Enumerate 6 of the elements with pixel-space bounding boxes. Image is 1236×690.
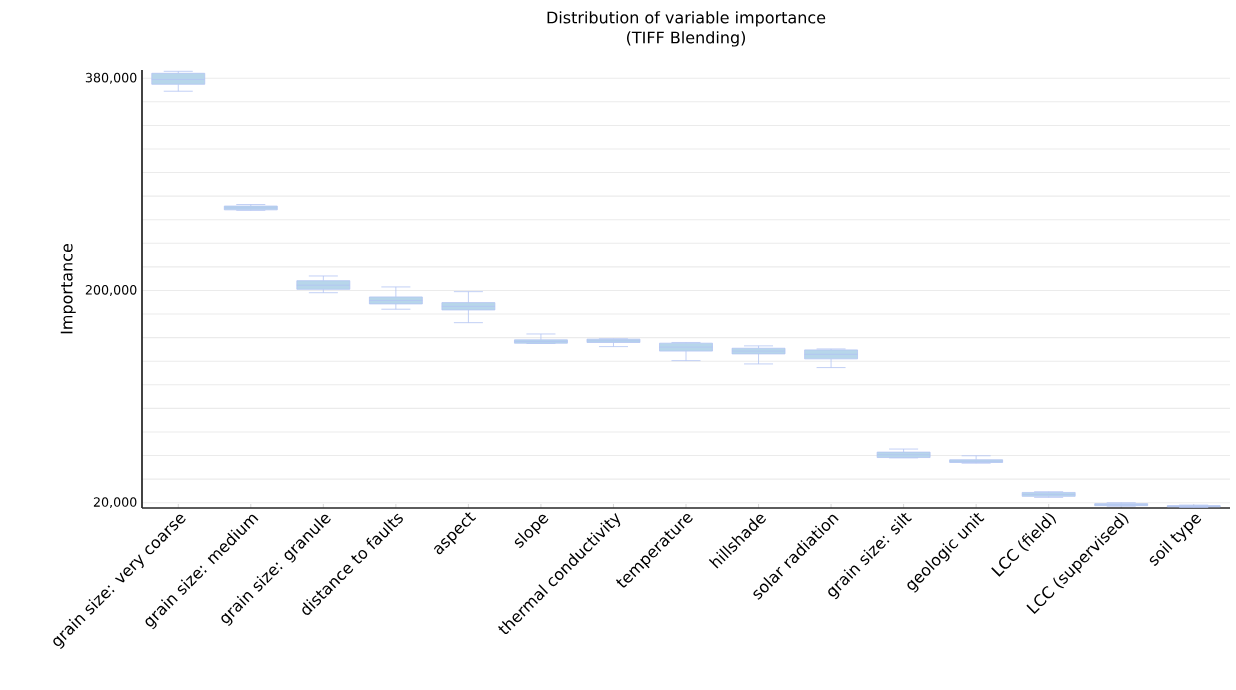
y-tick-label: 380,000 (85, 72, 137, 84)
chart-title: Distribution of variable importance (547, 11, 826, 27)
y-tick-label: 20,000 (93, 497, 137, 509)
chart-subtitle: (TIFF Blending) (627, 31, 746, 47)
y-axis-title: Importance (60, 244, 76, 334)
y-tick-label: 200,000 (85, 285, 137, 296)
